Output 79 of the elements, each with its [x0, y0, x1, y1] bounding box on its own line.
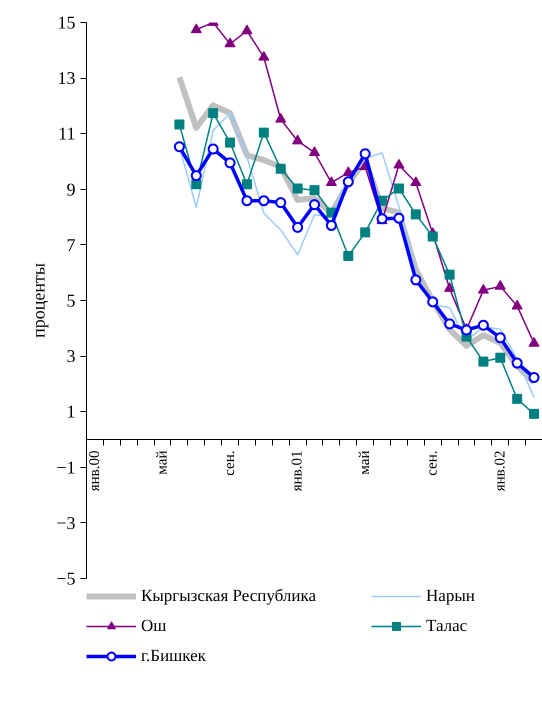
y-tick-label: 9 [66, 179, 76, 200]
point [292, 183, 303, 194]
point [410, 274, 422, 286]
point [494, 280, 506, 290]
point [512, 394, 522, 404]
point [529, 408, 540, 419]
point [241, 195, 252, 206]
point [360, 227, 370, 238]
point [360, 148, 371, 160]
legend-label: Талас [426, 616, 468, 636]
legend-label: г.Бишкек [141, 646, 207, 666]
point [241, 24, 252, 34]
point [275, 112, 286, 123]
point [258, 50, 270, 61]
point [478, 284, 489, 294]
point [393, 158, 404, 168]
point [258, 128, 269, 138]
point [191, 179, 202, 190]
point [310, 185, 320, 196]
legend-label: Кыргызская Республика [141, 586, 318, 606]
legend-label: Нарын [426, 586, 476, 606]
point [494, 332, 506, 344]
point [444, 270, 455, 280]
x-tick-label: сен. [222, 450, 238, 476]
y-tick-label: 1 [66, 402, 76, 422]
point [326, 220, 337, 231]
point [190, 23, 202, 34]
point [309, 199, 320, 210]
point [444, 282, 456, 292]
point [342, 176, 354, 188]
point [326, 176, 337, 186]
x-tick-label: май [154, 450, 170, 475]
point [410, 209, 421, 220]
point [393, 212, 404, 224]
point [461, 324, 472, 336]
point [276, 164, 286, 174]
point [478, 356, 488, 367]
x-tick-label: янв.00 [86, 450, 103, 492]
point [258, 195, 270, 206]
y-tick-label: 11 [58, 124, 76, 144]
x-tick-label: сен. [424, 450, 441, 476]
point [292, 134, 304, 144]
point [174, 141, 185, 152]
point [495, 352, 506, 363]
point [528, 337, 540, 347]
point [292, 222, 304, 233]
point [512, 300, 523, 310]
point [528, 372, 540, 383]
y-tick-label: −1 [56, 457, 76, 478]
point [190, 170, 202, 182]
point [427, 296, 438, 308]
legend-label: Ош [141, 616, 168, 636]
point [208, 144, 219, 154]
point [174, 120, 184, 130]
point [444, 318, 456, 330]
y-tick-label: 15 [58, 12, 76, 32]
point [309, 146, 320, 156]
point [394, 183, 404, 194]
y-tick-label: −5 [56, 568, 76, 588]
point [208, 108, 218, 118]
y-tick-label: 5 [66, 290, 76, 310]
x-tick-label: май [357, 450, 374, 475]
y-tick-label: 3 [66, 346, 76, 366]
y-axis-title: проценты [28, 263, 48, 338]
point [512, 358, 523, 369]
point [242, 179, 252, 190]
point [224, 38, 236, 48]
y-tick-label: 13 [58, 68, 76, 88]
y-tick-label: 7 [66, 234, 76, 255]
x-tick-label: янв.01 [290, 450, 306, 492]
y-tick-label: −3 [56, 512, 76, 533]
point [224, 157, 236, 168]
point [225, 138, 236, 148]
point [343, 251, 354, 262]
point [275, 197, 286, 208]
point [410, 176, 422, 186]
point [478, 320, 489, 331]
point [428, 232, 438, 242]
x-tick-label: янв.02 [492, 450, 508, 492]
